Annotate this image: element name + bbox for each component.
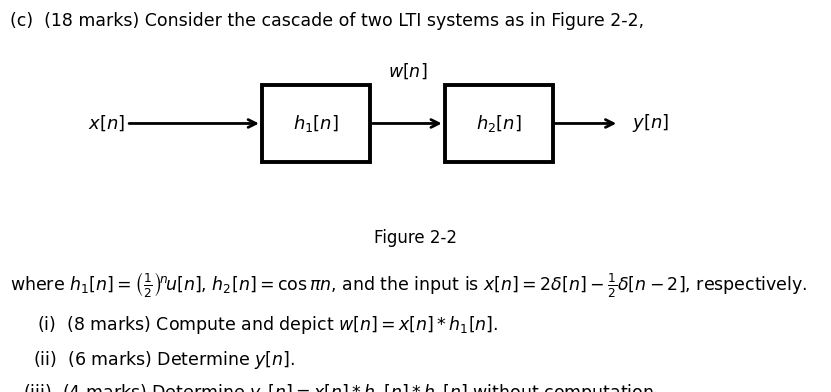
- FancyBboxPatch shape: [445, 85, 553, 162]
- Text: (ii)  (6 marks) Determine $y[n]$.: (ii) (6 marks) Determine $y[n]$.: [33, 349, 295, 371]
- Text: Figure 2-2: Figure 2-2: [374, 229, 457, 247]
- Text: $h_1[n]$: $h_1[n]$: [293, 113, 339, 134]
- Text: (c)  (18 marks) Consider the cascade of two LTI systems as in Figure 2-2,: (c) (18 marks) Consider the cascade of t…: [10, 12, 644, 30]
- Text: $h_2[n]$: $h_2[n]$: [475, 113, 522, 134]
- FancyBboxPatch shape: [262, 85, 370, 162]
- Text: $x[n]$: $x[n]$: [87, 114, 125, 133]
- Text: $y[n]$: $y[n]$: [632, 113, 669, 134]
- Text: (iii)  (4 marks) Determine $y_1[n] = x[n] * h_2[n] * h_1[n]$ without computation: (iii) (4 marks) Determine $y_1[n] = x[n]…: [23, 382, 659, 392]
- Text: (i)  (8 marks) Compute and depict $w[n] = x[n] * h_1[n]$.: (i) (8 marks) Compute and depict $w[n] =…: [37, 314, 499, 336]
- Text: $w[n]$: $w[n]$: [387, 62, 427, 82]
- Text: where $h_1[n] = \left(\frac{1}{2}\right)^{\!n}\!u[n]$, $h_2[n] = \cos \pi n$, an: where $h_1[n] = \left(\frac{1}{2}\right)…: [10, 270, 808, 299]
